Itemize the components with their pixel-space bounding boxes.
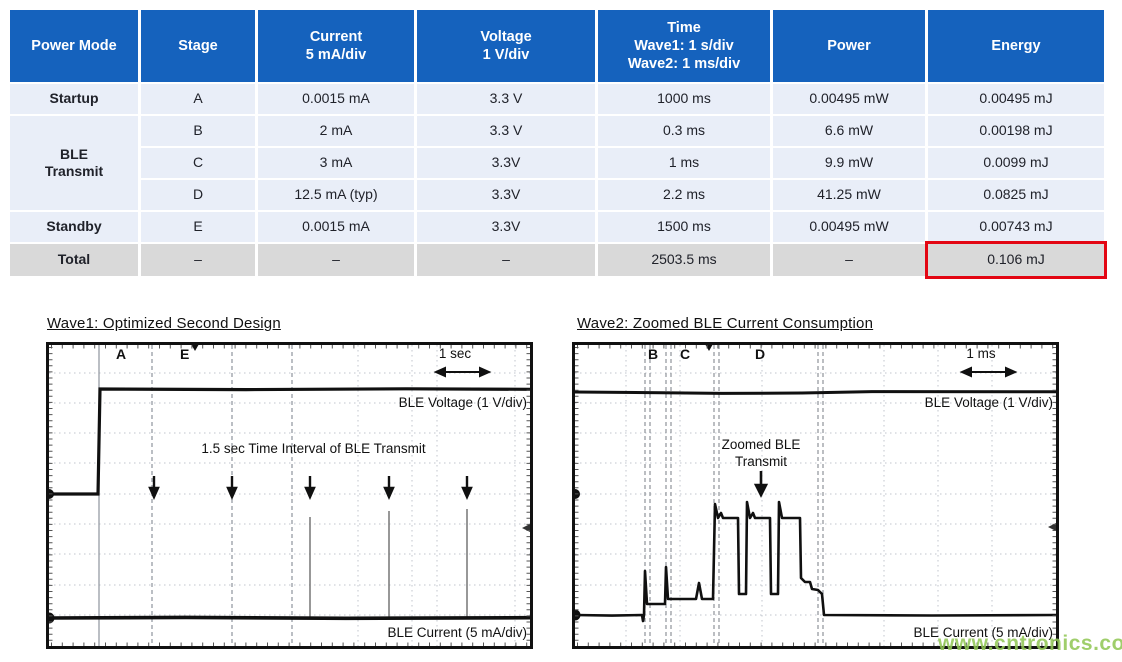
table-row-startup: Startup A 0.0015 mA 3.3 V 1000 ms 0.0049… xyxy=(10,84,1104,114)
voltage-cell: 3.3 V xyxy=(417,116,595,146)
wave2-current-label: BLE Current (5 mA/div) xyxy=(913,625,1053,640)
scope-border xyxy=(46,342,533,649)
stage-marker-d: D xyxy=(755,346,766,362)
scope-border xyxy=(572,342,1059,649)
total-energy-highlight-cell: 0.106 mJ xyxy=(928,244,1104,276)
edge-ticks xyxy=(574,344,1057,647)
col-header-energy: Energy xyxy=(928,10,1104,82)
power-cell: 9.9 mW xyxy=(773,148,925,178)
current-cell: 2 mA xyxy=(258,116,414,146)
table-row-standby: Standby E 0.0015 mA 3.3V 1500 ms 0.00495… xyxy=(10,212,1104,242)
wave1-scope-graphic xyxy=(46,342,533,649)
energy-cell: 0.00198 mJ xyxy=(928,116,1104,146)
stage-marker-e: E xyxy=(180,346,190,362)
one-sec-scale-arrow-icon xyxy=(433,366,492,378)
time-cell: 1 ms xyxy=(598,148,770,178)
wave1-interval-label: 1.5 sec Time Interval of BLE Transmit xyxy=(201,441,426,456)
time-cell: 2503.5 ms xyxy=(598,244,770,276)
stage-cell: A xyxy=(141,84,255,114)
energy-cell: 0.00743 mJ xyxy=(928,212,1104,242)
power-cell: 6.6 mW xyxy=(773,116,925,146)
energy-cell: 0.0099 mJ xyxy=(928,148,1104,178)
stage-cell: E xyxy=(141,212,255,242)
table-header-row: Power Mode Stage Current 5 mA/div Voltag… xyxy=(10,10,1104,82)
one-ms-scale-arrow-icon xyxy=(959,366,1018,378)
stage-cell: – xyxy=(141,244,255,276)
wave1-voltage-label: BLE Voltage (1 V/div) xyxy=(398,395,527,410)
voltage-cell: 3.3V xyxy=(417,180,595,210)
wave1-scale-label: 1 sec xyxy=(438,346,472,361)
voltage-trace xyxy=(574,390,1057,395)
col-header-power-mode: Power Mode xyxy=(10,10,138,82)
stage-cell: D xyxy=(141,180,255,210)
mode-cell-startup: Startup xyxy=(10,84,138,114)
trigger-marker-icon xyxy=(191,344,199,351)
current-cell: – xyxy=(258,244,414,276)
power-table: Power Mode Stage Current 5 mA/div Voltag… xyxy=(7,8,1107,278)
wave2-scope-panel: B C D 1 ms BLE Voltage (1 V/div) Zoomed … xyxy=(572,342,1059,649)
grid-dotted xyxy=(575,345,1056,646)
current-trace xyxy=(48,615,531,621)
right-edge-marker-icon xyxy=(1048,523,1056,531)
col-header-stage: Stage xyxy=(141,10,255,82)
voltage-cell: – xyxy=(417,244,595,276)
mode-cell-standby: Standby xyxy=(10,212,138,242)
col-header-current: Current 5 mA/div xyxy=(258,10,414,82)
current-trace xyxy=(574,500,1057,623)
wave1-scope-panel: A E 1 sec BLE Voltage (1 V/div) 1.5 sec … xyxy=(46,342,533,649)
time-cell: 2.2 ms xyxy=(598,180,770,210)
stage-marker-c: C xyxy=(680,346,691,362)
power-cell: – xyxy=(773,244,925,276)
power-cell: 0.00495 mW xyxy=(773,212,925,242)
power-cell: 0.00495 mW xyxy=(773,84,925,114)
wave2-zoom-label: Zoomed BLE Transmit xyxy=(721,437,801,469)
stage-marker-a: A xyxy=(116,346,127,362)
stage-cell: B xyxy=(141,116,255,146)
current-cell: 0.0015 mA xyxy=(258,212,414,242)
time-cell: 1500 ms xyxy=(598,212,770,242)
time-cell: 0.3 ms xyxy=(598,116,770,146)
voltage-cell: 3.3 V xyxy=(417,84,595,114)
interval-down-arrows-icon xyxy=(148,476,473,500)
col-header-time: Time Wave1: 1 s/div Wave2: 1 ms/div xyxy=(598,10,770,82)
col-header-power: Power xyxy=(773,10,925,82)
voltage-cell: 3.3V xyxy=(417,212,595,242)
time-cell: 1000 ms xyxy=(598,84,770,114)
stage-cell: C xyxy=(141,148,255,178)
trigger-marker-icon xyxy=(705,344,713,351)
wave1-title: Wave1: Optimized Second Design xyxy=(47,315,281,332)
watermark-text: www.cntronics.com xyxy=(938,632,1122,655)
wave2-scope-graphic xyxy=(572,342,1059,649)
voltage-cell: 3.3V xyxy=(417,148,595,178)
current-cell: 12.5 mA (typ) xyxy=(258,180,414,210)
table-row-total: Total – – – 2503.5 ms – 0.106 mJ xyxy=(10,244,1104,276)
edge-ticks xyxy=(48,344,531,647)
energy-cell: 0.00495 mJ xyxy=(928,84,1104,114)
current-cell: 3 mA xyxy=(258,148,414,178)
col-header-voltage: Voltage 1 V/div xyxy=(417,10,595,82)
wave1-current-label: BLE Current (5 mA/div) xyxy=(387,625,527,640)
transmit-current-spikes xyxy=(309,509,468,617)
wave2-title: Wave2: Zoomed BLE Current Consumption xyxy=(577,315,874,332)
voltage-trace xyxy=(49,387,531,496)
current-cell: 0.0015 mA xyxy=(258,84,414,114)
wave2-voltage-label: BLE Voltage (1 V/div) xyxy=(924,395,1053,410)
mode-cell-total: Total xyxy=(10,244,138,276)
mode-cell-ble-transmit: BLE Transmit xyxy=(10,116,138,210)
zoom-transmit-arrow-icon xyxy=(753,471,769,498)
grid-dotted xyxy=(49,345,530,646)
table-row-ble-c: C 3 mA 3.3V 1 ms 9.9 mW 0.0099 mJ xyxy=(10,148,1104,178)
stage-boundary-lines xyxy=(644,345,824,646)
table-row-ble-d: D 12.5 mA (typ) 3.3V 2.2 ms 41.25 mW 0.0… xyxy=(10,180,1104,210)
power-cell: 41.25 mW xyxy=(773,180,925,210)
wave2-scale-label: 1 ms xyxy=(966,346,996,361)
energy-cell: 0.0825 mJ xyxy=(928,180,1104,210)
stage-marker-b: B xyxy=(648,346,659,362)
table-row-ble-b: BLE Transmit B 2 mA 3.3 V 0.3 ms 6.6 mW … xyxy=(10,116,1104,210)
